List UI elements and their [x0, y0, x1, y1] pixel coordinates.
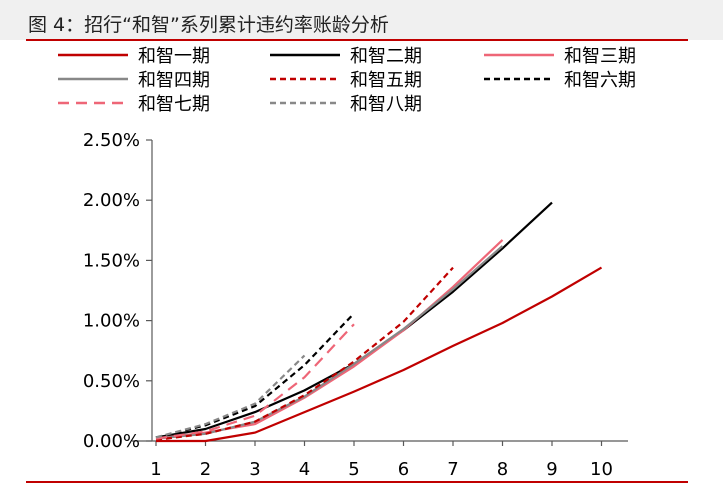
chart-series-group [155, 201, 603, 443]
x-tick-label: 5 [348, 459, 359, 480]
series-line-7 [155, 323, 355, 440]
legend-label-4: 和智四期 [138, 70, 210, 91]
x-tick-label: 6 [398, 459, 409, 480]
series-line-4 [155, 245, 504, 440]
legend-label-8: 和智八期 [350, 94, 422, 115]
legend-label-3: 和智三期 [564, 46, 636, 67]
y-tick-label: 1.50% [83, 250, 140, 271]
chart-axes: 0.00% 0.50% 1.00% 1.50% 2.00% 2.50% 1 2 3 4 5 6 7 8 9 1… [83, 130, 628, 480]
legend-label-2: 和智二期 [350, 46, 422, 67]
bottom-divider [26, 481, 688, 483]
y-tick-label: 0.00% [83, 431, 140, 452]
series-line-6 [155, 312, 355, 439]
figure-header: 图 4：招行“和智”系列累计违约率账龄分析 [0, 0, 723, 40]
x-tick-label: 8 [497, 459, 508, 480]
y-tick-label: 2.50% [83, 130, 140, 151]
x-tick-label: 4 [299, 459, 310, 480]
x-tick-label: 10 [590, 459, 613, 480]
x-tick-label: 1 [150, 459, 161, 480]
series-line-1 [156, 266, 603, 443]
top-divider [26, 39, 688, 41]
legend-label-7: 和智七期 [138, 94, 210, 115]
x-tick-label: 7 [447, 459, 458, 480]
legend-label-5: 和智五期 [350, 70, 422, 91]
y-tick-label: 2.00% [83, 190, 140, 211]
series-line-8 [155, 354, 306, 439]
x-tick-label: 2 [200, 459, 211, 480]
series-line-2 [155, 201, 553, 439]
series-line-5 [155, 266, 454, 441]
legend-label-1: 和智一期 [138, 46, 210, 67]
x-tick-label: 9 [546, 459, 557, 480]
figure-title: 图 4：招行“和智”系列累计违约率账龄分析 [28, 14, 389, 36]
y-tick-label: 0.50% [83, 371, 140, 392]
x-tick-label: 3 [249, 459, 260, 480]
y-tick-label: 1.00% [83, 311, 140, 332]
legend-label-6: 和智六期 [564, 70, 636, 91]
